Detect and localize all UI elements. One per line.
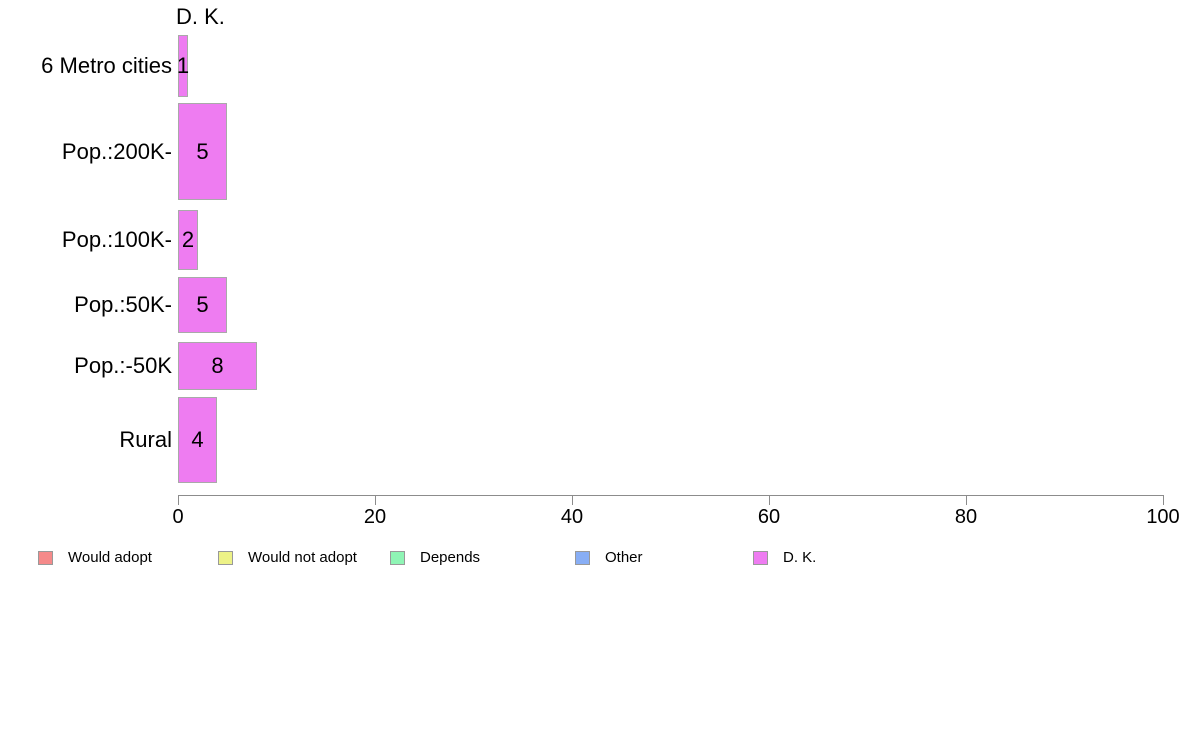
bar-value-label: 2	[181, 227, 195, 252]
legend-swatch	[218, 551, 233, 565]
chart-title: D. K.	[176, 4, 225, 29]
x-tick	[572, 495, 573, 505]
bar: 5	[178, 103, 227, 200]
bar-value-label: 1	[176, 53, 190, 78]
legend-label: Depends	[420, 549, 481, 566]
legend-swatch	[38, 551, 53, 565]
bar: 8	[178, 342, 257, 390]
legend-swatch	[753, 551, 768, 565]
x-tick	[1163, 495, 1164, 505]
bar-value-label: 8	[211, 353, 224, 378]
x-tick-label: 60	[757, 506, 781, 528]
category-label: Pop.:200K-	[61, 138, 172, 164]
bar-value-label: 5	[196, 292, 209, 317]
category-label: Pop.:-50K	[74, 353, 172, 378]
x-tick-label: 80	[954, 506, 978, 528]
legend-label: Other	[605, 549, 643, 566]
bar-value-label: 5	[196, 138, 209, 164]
legend-label: D. K.	[783, 549, 817, 566]
legend-swatch	[575, 551, 590, 565]
x-tick-label: 100	[1146, 506, 1180, 528]
x-tick-label: 20	[363, 506, 387, 528]
bar: 5	[178, 277, 227, 333]
category-label: Pop.:100K-	[61, 227, 172, 252]
bar: 2	[178, 210, 198, 270]
x-axis-line	[178, 495, 1164, 496]
x-tick	[966, 495, 967, 505]
x-tick	[375, 495, 376, 505]
legend-swatch	[390, 551, 405, 565]
legend-label: Would adopt	[68, 549, 152, 566]
x-tick	[178, 495, 179, 505]
category-label: Rural	[119, 427, 172, 452]
bar: 4	[178, 397, 217, 483]
x-tick-label: 0	[172, 506, 184, 528]
bar-value-label: 4	[191, 427, 204, 452]
bar: 1	[176, 35, 190, 97]
category-label: Pop.:50K-	[74, 292, 172, 317]
legend-label: Would not adopt	[248, 549, 357, 566]
x-tick-label: 40	[560, 506, 584, 528]
category-label: 6 Metro cities	[41, 53, 172, 78]
x-tick	[769, 495, 770, 505]
